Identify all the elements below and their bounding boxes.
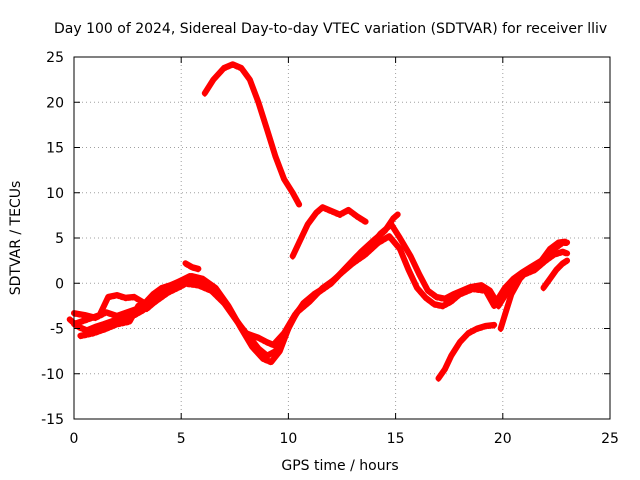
- data-traces: [66, 61, 571, 382]
- y-tick-label: 0: [55, 276, 64, 292]
- y-tick-label: 5: [55, 231, 64, 247]
- axis-ticks: [73, 56, 611, 420]
- y-tick-label: -10: [41, 367, 64, 383]
- series-track-5-markers: [72, 215, 400, 366]
- series-track-8-markers: [437, 325, 496, 382]
- x-tick-label: 5: [177, 431, 186, 447]
- series-track-6: [77, 273, 204, 339]
- x-axis-label: GPS time / hours: [281, 458, 398, 474]
- series-track-12-markers: [542, 261, 569, 292]
- y-tick-label: 25: [46, 50, 64, 66]
- x-tick-label: 10: [279, 431, 297, 447]
- chart-title: Day 100 of 2024, Sidereal Day-to-day VTE…: [54, 21, 607, 37]
- y-tick-label: 15: [46, 141, 64, 157]
- y-tick-label: -5: [50, 322, 64, 338]
- series-track-11-markers: [494, 242, 567, 305]
- x-tick-labels: 0 5 10 15 20 25: [70, 431, 619, 447]
- series-track-3: [66, 221, 500, 348]
- series-track-6-markers: [78, 276, 202, 340]
- y-tick-label: 10: [46, 186, 64, 202]
- x-tick-label: 0: [70, 431, 79, 447]
- x-tick-label: 25: [601, 431, 619, 447]
- y-axis-label: SDTVAR / TECUs: [8, 181, 24, 296]
- x-tick-label: 15: [387, 431, 405, 447]
- x-tick-label: 20: [494, 431, 512, 447]
- y-tick-label: -15: [41, 412, 64, 428]
- series-track-7-markers: [184, 263, 200, 273]
- y-tick-labels: -15 -10 -5 0 5 10 15 20 25: [41, 50, 64, 428]
- y-tick-label: 20: [46, 95, 64, 111]
- series-track-1-markers: [203, 64, 301, 208]
- series-track-3-markers: [68, 224, 498, 349]
- series-track-7: [182, 260, 202, 272]
- grid-lines: [74, 57, 610, 419]
- series-track-10-markers: [497, 252, 569, 310]
- series-track-5: [71, 211, 401, 365]
- series-track-2-markers: [291, 207, 368, 260]
